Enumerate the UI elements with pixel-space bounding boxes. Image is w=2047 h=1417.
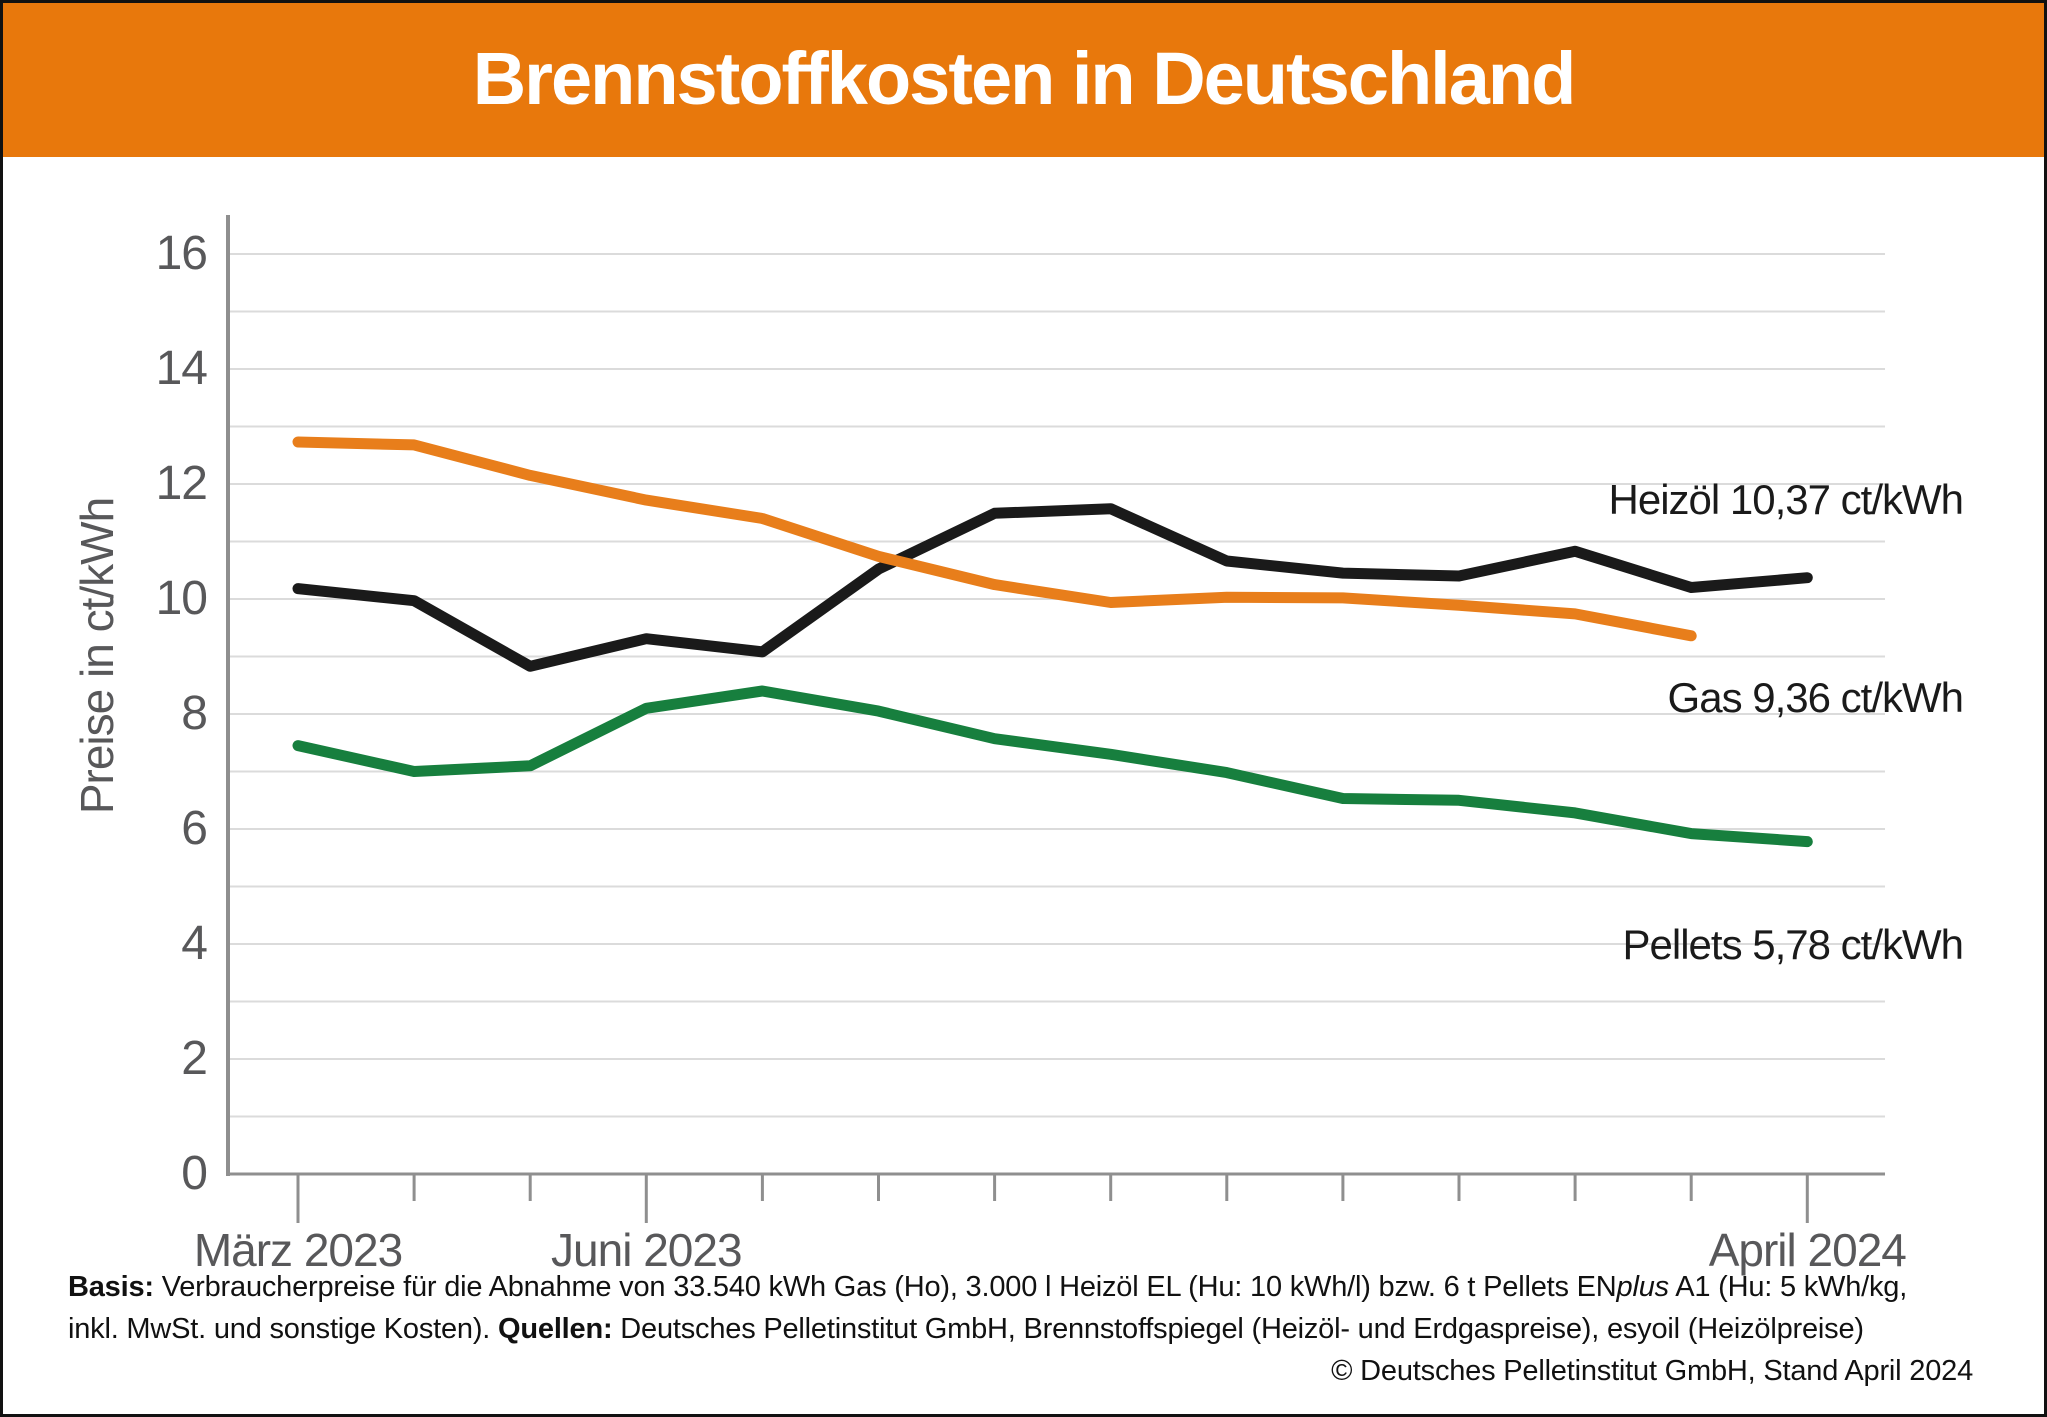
series-label-heizoel: Heizöl 10,37 ct/kWh bbox=[1608, 476, 1964, 523]
footer-quellen-line: inkl. MwSt. und sonstige Kosten). Quelle… bbox=[68, 1308, 1973, 1350]
y-tick-label: 4 bbox=[181, 917, 208, 970]
series-line-gas bbox=[292, 436, 1697, 642]
footer-copyright: © Deutsches Pelletinstitut GmbH, Stand A… bbox=[1331, 1355, 1973, 1387]
footer-quellen-label: Quellen: bbox=[498, 1313, 613, 1345]
footer-basis-text: Verbraucherpreise für die Abnahme von 33… bbox=[153, 1271, 1617, 1303]
series-label-gas: Gas 9,36 ct/kWh bbox=[1667, 674, 1964, 721]
y-tick-label: 0 bbox=[181, 1147, 208, 1200]
y-tick-label: 10 bbox=[155, 572, 208, 625]
y-tick-label: 14 bbox=[155, 342, 208, 395]
footer-basis-label: Basis: bbox=[68, 1271, 154, 1303]
title-banner: Brennstoffkosten in Deutschland bbox=[0, 0, 2047, 157]
x-tick-label: Juni 2023 bbox=[551, 1224, 743, 1276]
y-axis-title: Preise in ct/kWh bbox=[71, 497, 123, 815]
footer-enplus-italic: plus bbox=[1616, 1271, 1670, 1303]
footer-quellen-pre: inkl. MwSt. und sonstige Kosten). bbox=[68, 1313, 499, 1345]
footer-notes: Basis: Verbraucherpreise für die Abnahme… bbox=[68, 1266, 1973, 1392]
x-tick-label: April 2024 bbox=[1708, 1224, 1907, 1276]
footer-quellen-text: Deutsches Pelletinstitut GmbH, Brennstof… bbox=[612, 1313, 1864, 1345]
x-tick-label: März 2023 bbox=[193, 1224, 403, 1276]
y-tick-label: 6 bbox=[181, 802, 208, 855]
chart-title: Brennstoffkosten in Deutschland bbox=[472, 37, 1577, 120]
y-tick-label: 2 bbox=[181, 1032, 208, 1085]
y-tick-label: 8 bbox=[181, 687, 208, 740]
y-tick-label: 12 bbox=[155, 457, 208, 510]
footer-basis-line: Basis: Verbraucherpreise für die Abnahme… bbox=[68, 1266, 1973, 1308]
series-line-pellets bbox=[292, 685, 1813, 848]
y-tick-label: 16 bbox=[155, 227, 208, 280]
series-line-heizoel bbox=[292, 503, 1813, 672]
series-label-pellets: Pellets 5,78 ct/kWh bbox=[1622, 921, 1964, 968]
footer-basis-text-end: A1 (Hu: 5 kWh/kg, bbox=[1668, 1271, 1908, 1303]
